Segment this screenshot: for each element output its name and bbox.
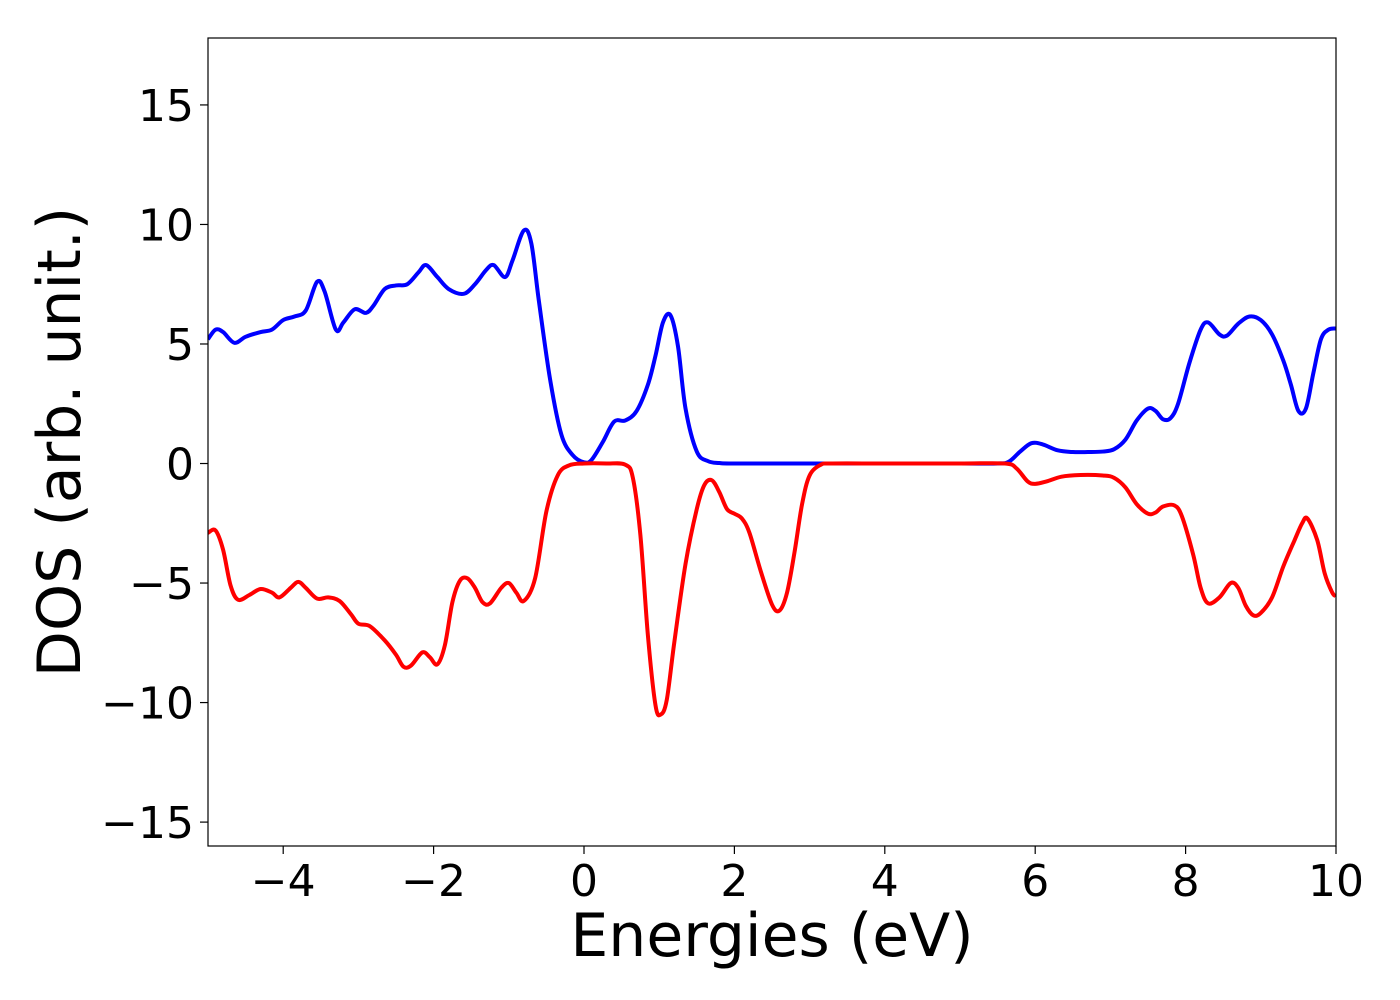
x-axis-title: Energies (eV) — [570, 901, 973, 971]
y-tick-label: 15 — [138, 81, 194, 132]
series-layer — [208, 227, 1336, 718]
y-tick-label: 0 — [166, 440, 194, 491]
x-tick-label: 4 — [871, 856, 899, 907]
series-line-1 — [208, 461, 1336, 718]
y-tick-label: −15 — [101, 798, 194, 849]
y-tick-label: −5 — [129, 559, 194, 610]
y-tick-label: 10 — [138, 200, 194, 251]
y-axis-title: DOS (arb. unit.) — [25, 207, 95, 677]
y-tick-label: 5 — [166, 320, 194, 371]
x-tick-label: 2 — [720, 856, 748, 907]
x-tick-label: 6 — [1021, 856, 1049, 907]
x-tick-label: 8 — [1172, 856, 1200, 907]
x-tick-label: 10 — [1308, 856, 1364, 907]
axes-layer: −4 −2 0 2 4 6 8 10 15 10 5 0 −5 −10 −15 — [101, 37, 1364, 907]
series-line-0 — [208, 227, 1336, 466]
y-tick-label: −10 — [101, 679, 194, 730]
x-tick-label: −2 — [401, 856, 466, 907]
x-tick-label: −4 — [251, 856, 316, 907]
x-tick-label: 0 — [570, 856, 598, 907]
plot-frame — [207, 37, 1337, 847]
